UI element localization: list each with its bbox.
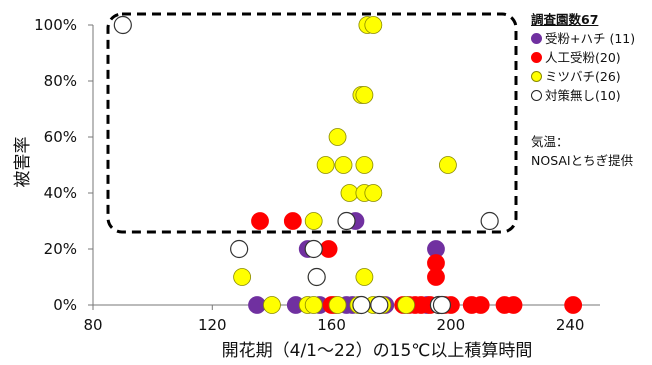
data-point	[328, 128, 347, 146]
data-point	[480, 211, 499, 231]
data-point	[328, 296, 347, 314]
data-point	[438, 156, 457, 174]
annotation-line-2: NOSAIとちぎ提供	[531, 153, 634, 168]
data-point	[316, 156, 335, 174]
data-point	[304, 296, 323, 314]
data-point	[283, 212, 302, 230]
legend-rows: 受粉+ハチ (11) 人工受粉(20) ミツバチ(26) 対策無し(10)	[531, 29, 635, 105]
data-point	[355, 156, 374, 174]
data-point	[263, 296, 281, 314]
ticks: 80 120 160 200 240 0% 20% 40% 60% 80% 100%	[34, 16, 584, 334]
y-tick-label: 80%	[44, 72, 77, 90]
legend: 調査園数67 受粉+ハチ (11) 人工受粉(20) ミツバチ(26) 対策無し(10…	[531, 10, 635, 105]
data-point	[471, 296, 490, 314]
data-point	[304, 239, 323, 259]
y-axis-title: 被害率	[13, 137, 33, 188]
data-point	[230, 239, 249, 259]
x-axis-title: 開花期（4/1～22）の15℃以上積算時間	[222, 341, 533, 361]
data-point	[233, 268, 252, 286]
annotation-line-1: 気温：	[531, 134, 569, 149]
y-tick-label: 20%	[44, 240, 77, 258]
data-point	[340, 184, 359, 202]
data-point	[355, 268, 374, 286]
legend-item: ミツバチ(26)	[531, 67, 635, 86]
legend-marker-icon	[531, 52, 542, 63]
data-point	[564, 296, 583, 314]
x-tick-label: 120	[198, 316, 227, 334]
data-point	[113, 15, 132, 35]
data-point	[364, 184, 383, 202]
legend-item: 対策無し(10)	[531, 86, 635, 105]
legend-item: 人工受粉(20)	[531, 48, 635, 67]
y-tick-label: 40%	[44, 184, 77, 202]
data-point	[355, 86, 374, 104]
data-point	[370, 295, 389, 315]
y-tick-label: 100%	[34, 16, 77, 34]
data-point	[427, 254, 445, 272]
legend-marker-icon	[531, 33, 542, 44]
data-point	[251, 212, 269, 230]
data-point	[432, 295, 452, 315]
legend-title: 調査園数67	[531, 12, 599, 27]
data-point	[504, 296, 523, 314]
legend-label: 受粉+ハチ (11)	[545, 31, 636, 46]
data-point	[304, 212, 323, 230]
data-point	[352, 295, 371, 315]
x-tick-label: 160	[317, 316, 346, 334]
legend-marker-icon	[531, 90, 542, 101]
y-tick-label: 0%	[53, 296, 77, 314]
legend-item: 受粉+ハチ (11)	[531, 29, 635, 48]
data-point	[337, 211, 356, 231]
x-tick-label: 80	[83, 316, 102, 334]
x-tick-label: 240	[556, 316, 585, 334]
y-tick-label: 60%	[44, 128, 77, 146]
highlight-box	[106, 12, 518, 234]
legend-marker-icon	[531, 71, 542, 82]
legend-label: 人工受粉(20)	[545, 50, 621, 65]
x-tick-label: 200	[437, 316, 466, 334]
data-point	[248, 296, 266, 314]
data-point	[364, 16, 383, 34]
data-point	[397, 296, 416, 314]
data-point	[307, 267, 326, 287]
data-point	[334, 156, 353, 174]
legend-label: 対策無し(10)	[545, 88, 621, 103]
annotation: 気温： NOSAIとちぎ提供	[531, 132, 633, 170]
legend-label: ミツバチ(26)	[545, 69, 621, 84]
data-points	[113, 15, 583, 315]
